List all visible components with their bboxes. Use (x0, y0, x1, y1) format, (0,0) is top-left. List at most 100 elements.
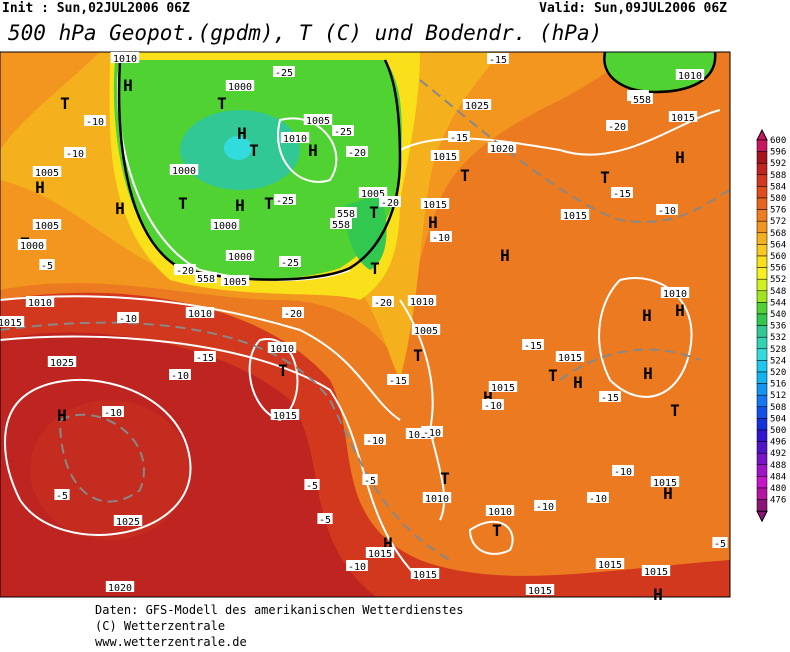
label-box (599, 391, 621, 402)
footer-line: www.wetterzentrale.de (95, 635, 247, 648)
label-box (303, 114, 333, 125)
label-box (365, 547, 395, 558)
label-box (485, 505, 515, 516)
colorbar-label: 488 (770, 461, 786, 471)
colorbar-label: 544 (770, 298, 786, 308)
contour-label: -10 (536, 502, 554, 513)
label-box (0, 316, 25, 327)
contour-label: 1015 (0, 318, 22, 329)
colorbar-swatch (756, 232, 768, 245)
colorbar-label: 600 (770, 136, 786, 146)
label-box (611, 187, 633, 198)
pressure-center: T (460, 166, 470, 185)
contour-label: 1015 (558, 353, 582, 364)
contour-label: 1020 (490, 144, 514, 155)
label-box (220, 275, 250, 286)
label-box (421, 426, 443, 437)
contour-label: 1010 (283, 134, 307, 145)
map-frame (0, 51, 731, 598)
label-box (32, 219, 62, 230)
label-box (641, 565, 671, 576)
colorbar-swatch (756, 394, 768, 408)
contour-label: -5 (319, 515, 331, 526)
colorbar-label: 596 (770, 148, 786, 158)
label-box (405, 428, 435, 439)
colorbar-label: 588 (770, 171, 786, 181)
colorbar-label: 532 (770, 333, 786, 343)
colorbar-swatch (756, 220, 768, 234)
contour-label: -10 (423, 428, 441, 439)
valid-time: Valid: Sun,09JUL2006 06Z (539, 1, 727, 16)
contour-label: 1015 (413, 570, 437, 581)
pressure-center: T (492, 521, 502, 540)
colorbar-swatch (756, 464, 768, 477)
label-box (462, 99, 492, 110)
label-box (606, 120, 628, 131)
pressure-center: T (264, 194, 274, 213)
label-box (47, 356, 77, 367)
colorbar-swatch (756, 174, 768, 187)
contour-label: 1025 (465, 101, 489, 112)
colorbar-swatch (756, 278, 768, 292)
label-box (17, 239, 47, 250)
pressure-center: H (57, 406, 67, 425)
contour-label: 1010 (113, 54, 137, 65)
label-box (169, 164, 199, 175)
label-box (174, 264, 196, 275)
colorbar-tip (756, 510, 768, 523)
pressure-center: T (369, 203, 379, 222)
footer-line: Daten: GFS-Modell des amerikanischen Wet… (95, 603, 463, 617)
colorbar-label: 576 (770, 206, 786, 216)
colorbar-swatch (756, 302, 768, 315)
label-box (105, 581, 135, 592)
contour-label: -15 (524, 341, 542, 352)
label-box (39, 259, 55, 270)
colorbar-swatch (756, 452, 768, 466)
contour-label: 1005 (223, 277, 247, 288)
label-box (487, 53, 509, 64)
contour-label: 1005 (306, 116, 330, 127)
colorbar-label: 500 (770, 426, 786, 436)
colorbar-swatch (756, 186, 768, 199)
colorbar-swatch (756, 441, 768, 454)
colorbar-label: 528 (770, 345, 786, 355)
label-box (194, 351, 216, 362)
contour-label: 1010 (28, 298, 52, 309)
colorbar-tip (756, 128, 768, 141)
label-box (225, 80, 255, 91)
colorbar-swatch (756, 476, 768, 489)
contour-label: -10 (171, 371, 189, 382)
pressure-center: T (600, 168, 610, 187)
label-box (379, 196, 401, 207)
contour-label: 1000 (228, 252, 252, 263)
label-box (282, 307, 304, 318)
label-box (195, 272, 217, 283)
contour-label: -20 (381, 198, 399, 209)
pressure-center: T (217, 94, 227, 113)
label-box (110, 52, 140, 63)
contour-label: -15 (489, 55, 507, 66)
colorbar-swatch (756, 371, 768, 384)
colorbar-label: 584 (770, 182, 786, 192)
contour-label: -10 (366, 436, 384, 447)
label-box (317, 513, 333, 524)
colorbar-label: 524 (770, 356, 786, 366)
label-box (612, 465, 634, 476)
contour-label: -25 (276, 196, 294, 207)
pressure-center: H (115, 199, 125, 218)
colorbar-swatch (756, 499, 768, 512)
label-box (675, 69, 705, 80)
label-box (364, 434, 386, 445)
pressure-center: H (663, 484, 673, 503)
contour-label: 558 (332, 220, 350, 231)
colorbar-label: 480 (770, 484, 786, 494)
contour-label: -20 (348, 148, 366, 159)
contour-label: 1015 (644, 567, 668, 578)
contour-label: -10 (348, 562, 366, 573)
contour-label: -20 (176, 266, 194, 277)
colorbar-swatch (756, 162, 768, 176)
contour-label: 1015 (598, 560, 622, 571)
label-box (280, 132, 310, 143)
pressure-center: T (178, 194, 188, 213)
label-box (487, 142, 517, 153)
